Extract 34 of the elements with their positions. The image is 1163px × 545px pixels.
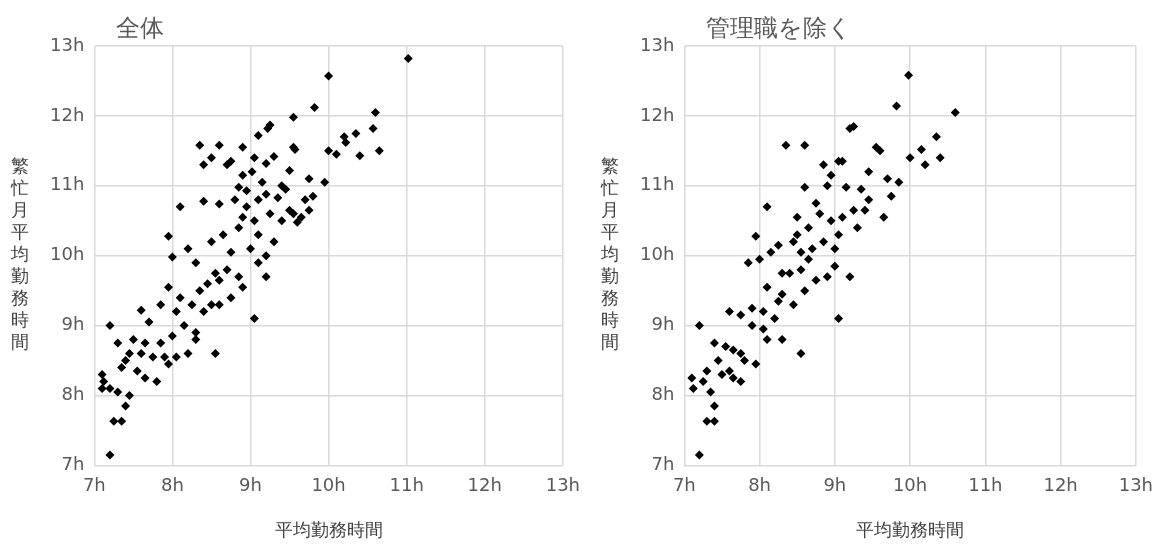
x-tick-label: 9h	[823, 473, 847, 495]
x-tick-label: 13h	[545, 473, 580, 495]
x-tick-label: 10h	[892, 473, 928, 495]
x-axis-title: 平均勤務時間	[274, 518, 383, 540]
y-tick-label: 9h	[61, 313, 85, 335]
x-tick-label: 8h	[160, 473, 184, 495]
y-tick-label: 9h	[651, 313, 675, 335]
y-tick-label: 11h	[50, 173, 85, 195]
y-tick-label: 11h	[640, 173, 675, 195]
x-axis-title: 平均勤務時間	[856, 518, 965, 540]
y-tick-label: 10h	[640, 243, 675, 265]
y-tick-label: 13h	[640, 33, 675, 55]
x-tick-label: 11h	[968, 473, 1003, 495]
x-tick-label: 11h	[389, 473, 424, 495]
x-tick-label: 7h	[82, 473, 106, 495]
y-tick-label: 7h	[651, 453, 675, 475]
x-tick-label: 9h	[239, 473, 262, 495]
text: 繁忙月平均勤務時間	[601, 155, 619, 353]
chart-title: 全体	[116, 14, 165, 43]
x-tick-label: 10h	[311, 473, 346, 495]
text: 繁忙月平均勤務時間	[11, 155, 29, 353]
x-tick-label: 12h	[467, 473, 502, 495]
x-tick-label: 8h	[748, 473, 772, 495]
x-tick-label: 12h	[1043, 473, 1078, 495]
y-tick-label: 12h	[640, 103, 675, 125]
y-tick-label: 10h	[50, 243, 85, 265]
y-tick-label: 8h	[61, 383, 85, 405]
y-tick-label: 8h	[651, 383, 675, 405]
y-tick-label: 12h	[50, 103, 85, 125]
y-tick-label: 13h	[50, 33, 85, 55]
chart-title: 管理職を除く	[706, 14, 853, 43]
x-tick-label: 13h	[1118, 473, 1153, 495]
x-tick-label: 7h	[672, 473, 696, 495]
y-tick-label: 7h	[61, 453, 85, 475]
